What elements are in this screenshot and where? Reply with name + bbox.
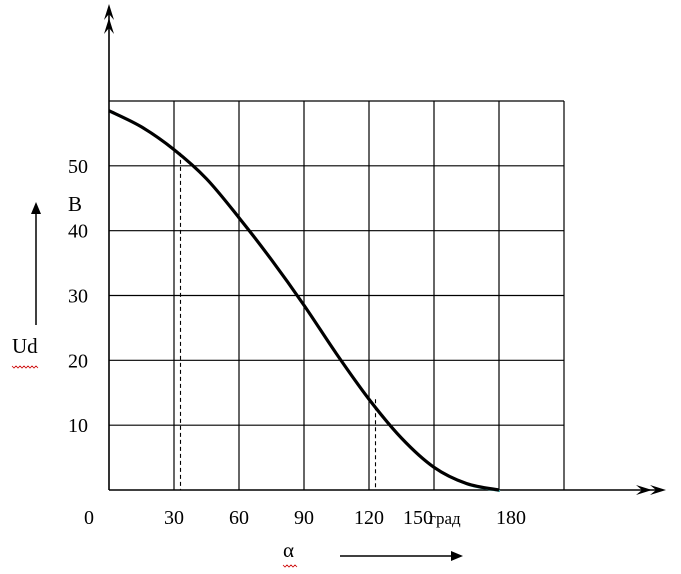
y-tick-label: 20: [68, 350, 88, 372]
y-tick-label: 40: [68, 221, 88, 243]
y-axis-arrowhead: [104, 4, 114, 20]
x-unit-label: град: [429, 509, 461, 528]
y-axis-arrowhead-2: [104, 18, 114, 34]
x-tick-label: 150: [403, 507, 433, 529]
x-tick-label: 30: [164, 507, 184, 529]
x-tick-label: 120: [354, 507, 384, 529]
x-axis-arrowhead: [650, 485, 666, 495]
series-line-shadow: [109, 110, 501, 492]
x-axis-arrowhead-2: [636, 485, 652, 495]
x-axis-label: α: [283, 538, 294, 562]
y-tick-label: 10: [68, 415, 88, 437]
grid: [109, 100, 565, 490]
x-tick-label: 0: [84, 507, 94, 529]
y-tick-label: 50: [68, 156, 88, 178]
y-label-spellcheck-underline: [11, 365, 39, 369]
y-tick-labels: 10 20 30 40 50: [68, 156, 88, 437]
x-tick-label: 90: [294, 507, 314, 529]
y-unit-label: B: [68, 192, 82, 216]
x-label-arrowhead: [451, 551, 463, 561]
x-label-spellcheck-underline: [282, 564, 298, 568]
y-tick-label: 30: [68, 286, 88, 308]
x-tick-label: 180: [496, 507, 526, 529]
y-label-arrowhead: [31, 202, 41, 214]
marker-lines: [179, 152, 377, 490]
axes: [104, 4, 666, 495]
y-axis-label: Ud: [12, 334, 38, 358]
x-tick-label: 60: [229, 507, 249, 529]
series-line: [108, 109, 500, 492]
series-layer: [108, 109, 501, 492]
x-tick-labels: 0 30 60 90 120 150 180: [84, 507, 526, 529]
